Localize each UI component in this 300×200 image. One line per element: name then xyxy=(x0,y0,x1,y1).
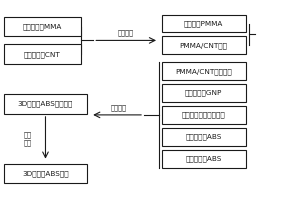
FancyBboxPatch shape xyxy=(162,36,246,54)
FancyBboxPatch shape xyxy=(162,128,246,146)
FancyBboxPatch shape xyxy=(162,15,246,32)
Text: 乳液接枝法ABS: 乳液接枝法ABS xyxy=(186,155,222,162)
Text: 高流动性PMMA: 高流动性PMMA xyxy=(184,20,224,27)
Text: 3D打印用ABS复合材料: 3D打印用ABS复合材料 xyxy=(18,101,73,107)
FancyBboxPatch shape xyxy=(4,44,81,64)
FancyBboxPatch shape xyxy=(162,106,246,124)
FancyBboxPatch shape xyxy=(162,84,246,102)
Text: 本体悬浮法ABS: 本体悬浮法ABS xyxy=(186,133,222,140)
Text: 苯乙烯马来酸酐共聚物: 苯乙烯马来酸酐共聚物 xyxy=(182,112,226,118)
Text: 熔融共混: 熔融共混 xyxy=(111,104,127,111)
FancyBboxPatch shape xyxy=(4,164,87,183)
Text: PMMA/CNT复合材料: PMMA/CNT复合材料 xyxy=(176,68,232,75)
Text: 丙烯酸甲酯MMA: 丙烯酸甲酯MMA xyxy=(23,23,62,30)
Text: 石墨烯微片GNP: 石墨烯微片GNP xyxy=(185,90,222,96)
FancyBboxPatch shape xyxy=(4,94,87,114)
Text: 挤塑
成型: 挤塑 成型 xyxy=(24,132,32,146)
FancyBboxPatch shape xyxy=(162,150,246,168)
Text: PMMA/CNT母粒: PMMA/CNT母粒 xyxy=(180,42,228,49)
Text: 壁碳纳米管CNT: 壁碳纳米管CNT xyxy=(24,51,61,58)
FancyBboxPatch shape xyxy=(4,17,81,36)
FancyBboxPatch shape xyxy=(162,62,246,80)
Text: 3D打印用ABS料条: 3D打印用ABS料条 xyxy=(22,170,69,177)
Text: 本体聚合: 本体聚合 xyxy=(118,30,134,36)
